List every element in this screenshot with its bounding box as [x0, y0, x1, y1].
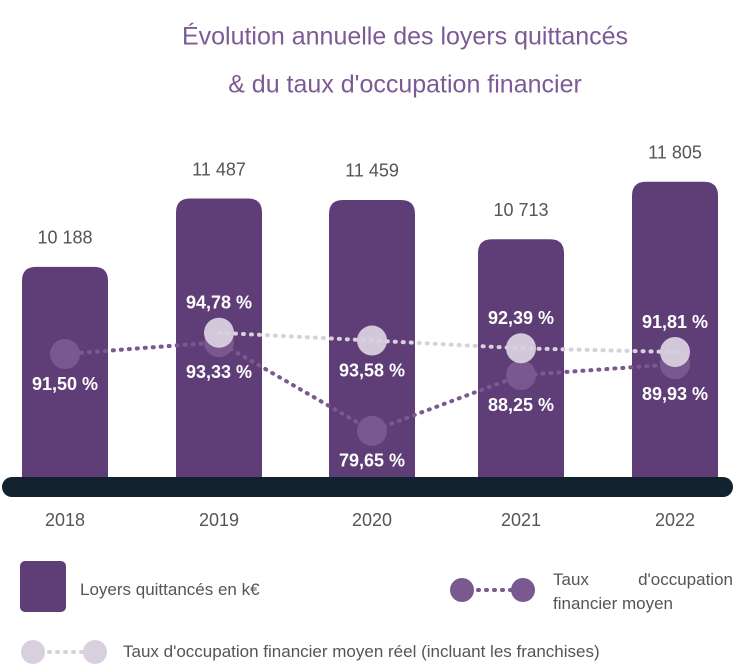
series-line — [63, 340, 677, 434]
x-tick-label: 2018 — [45, 510, 85, 530]
bar — [22, 266, 108, 487]
legend-label: Taux d'occupation financier moyen — [553, 570, 733, 613]
value-label: 93,58 % — [339, 360, 405, 380]
x-tick-label: 2019 — [199, 510, 239, 530]
value-label: 94,78 % — [186, 293, 252, 313]
value-label: 93,33 % — [186, 362, 252, 382]
value-label: 92,39 % — [488, 308, 554, 328]
value-label: 11 805 — [648, 143, 702, 163]
bar — [632, 181, 718, 487]
x-tick-label: 2020 — [352, 510, 392, 530]
value-label: 11 459 — [345, 161, 399, 181]
legend-dot — [21, 640, 45, 664]
x-tick-label: 2021 — [501, 510, 541, 530]
series-point — [506, 360, 536, 391]
value-label: 91,50 % — [32, 374, 98, 394]
legend-label: Loyers quittancés en k€ — [80, 580, 260, 599]
series-point — [204, 317, 234, 348]
legend-swatch — [20, 561, 66, 612]
baseline — [2, 477, 733, 497]
value-label: 91,81 % — [642, 312, 708, 332]
series-line — [217, 330, 677, 355]
series-point — [357, 325, 387, 356]
series-point — [50, 339, 80, 370]
value-label: 10 713 — [493, 200, 548, 220]
chart-title: Évolution annuelle des loyers quittancés — [182, 22, 628, 51]
series-point — [357, 415, 387, 446]
value-label: 79,65 % — [339, 451, 405, 471]
value-label: 10 188 — [37, 228, 92, 248]
chart-title: & du taux d'occupation financier — [228, 71, 582, 99]
value-label: 89,93 % — [642, 384, 708, 404]
value-label: 11 487 — [192, 159, 246, 179]
x-tick-label: 2022 — [655, 510, 695, 530]
series-point — [506, 333, 536, 364]
legend-dot — [511, 578, 535, 602]
value-label: 88,25 % — [488, 395, 554, 415]
legend-dot — [83, 640, 107, 664]
legend-dot — [450, 578, 474, 602]
series-point — [660, 337, 690, 368]
legend-label: Taux d'occupation financier moyen réel (… — [123, 642, 600, 661]
